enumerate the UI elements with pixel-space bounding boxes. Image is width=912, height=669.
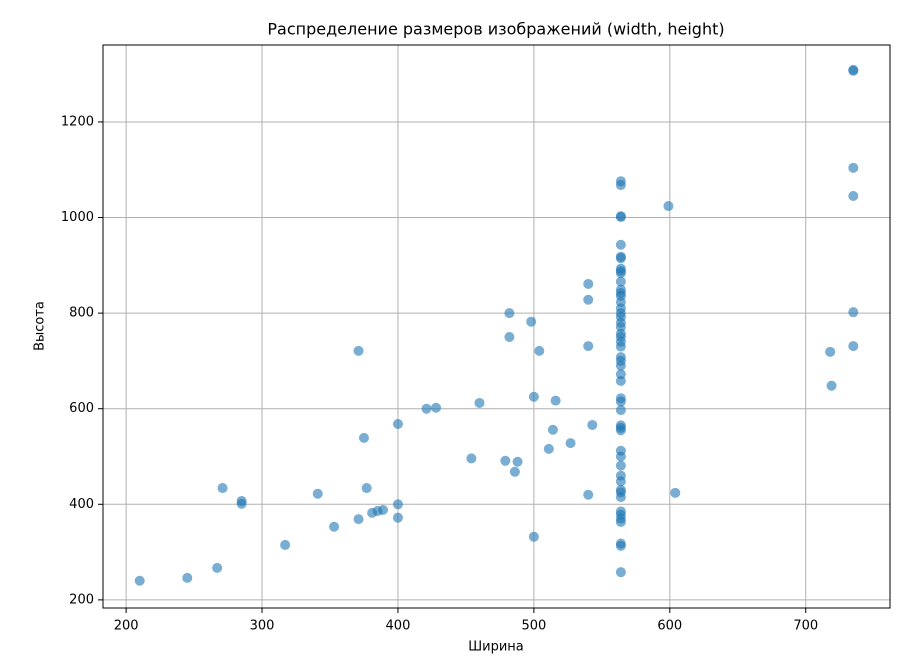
point	[615, 451, 626, 462]
y-tick-label: 600	[69, 401, 94, 416]
point	[392, 512, 403, 523]
x-tick-label: 300	[250, 619, 275, 634]
y-tick-label: 800	[69, 306, 94, 321]
point	[466, 453, 477, 464]
x-tick-label: 400	[386, 619, 411, 634]
x-axis-label: Ширина	[468, 640, 524, 655]
point	[353, 345, 364, 356]
point	[358, 432, 369, 443]
point	[848, 65, 859, 76]
y-axis-label: Высота	[33, 301, 48, 351]
x-tick-label: 200	[114, 619, 139, 634]
point	[826, 380, 837, 391]
point	[615, 375, 626, 386]
point	[509, 466, 520, 477]
point	[615, 239, 626, 250]
point	[134, 575, 145, 586]
point	[615, 567, 626, 578]
point	[528, 391, 539, 402]
point	[848, 307, 859, 318]
point	[583, 341, 594, 352]
point	[474, 397, 485, 408]
point	[615, 492, 626, 503]
point	[421, 403, 432, 414]
point	[280, 539, 291, 550]
point	[615, 425, 626, 436]
point	[615, 476, 626, 487]
point	[353, 514, 364, 525]
point	[615, 276, 626, 287]
point	[361, 483, 372, 494]
point	[565, 438, 576, 449]
point	[392, 418, 403, 429]
point	[504, 308, 515, 319]
point	[526, 316, 537, 327]
point	[500, 455, 511, 466]
point	[848, 162, 859, 173]
point	[615, 396, 626, 407]
x-tick-label: 700	[793, 619, 818, 634]
point	[547, 424, 558, 435]
point	[615, 180, 626, 191]
point	[217, 483, 228, 494]
point	[615, 405, 626, 416]
point	[848, 341, 859, 352]
point	[550, 395, 561, 406]
point	[392, 499, 403, 510]
chart-title: Распределение размеров изображений (widt…	[267, 20, 724, 39]
y-tick-label: 400	[69, 497, 94, 512]
y-tick-label: 1000	[61, 210, 94, 225]
point	[212, 562, 223, 573]
point	[312, 488, 323, 499]
point	[583, 489, 594, 500]
point	[583, 278, 594, 289]
point	[378, 505, 389, 516]
x-tick-label: 600	[657, 619, 682, 634]
y-tick-label: 1200	[61, 114, 94, 129]
point	[848, 191, 859, 202]
point	[615, 341, 626, 352]
point	[615, 540, 626, 551]
point	[583, 294, 594, 305]
x-tick-label: 500	[521, 619, 546, 634]
point	[615, 460, 626, 471]
point	[543, 443, 554, 454]
point	[825, 346, 836, 357]
point	[236, 495, 247, 506]
point	[615, 516, 626, 527]
point	[528, 531, 539, 542]
point	[587, 419, 598, 430]
point	[534, 345, 545, 356]
point	[615, 360, 626, 371]
y-tick-label: 200	[69, 592, 94, 607]
point	[615, 267, 626, 278]
point	[670, 487, 681, 498]
point	[431, 402, 442, 413]
plot-frame	[102, 44, 891, 609]
point	[615, 212, 626, 223]
point	[663, 201, 674, 212]
point	[504, 332, 515, 343]
point	[615, 253, 626, 264]
point	[512, 456, 523, 467]
point	[182, 572, 193, 583]
point	[329, 521, 340, 532]
